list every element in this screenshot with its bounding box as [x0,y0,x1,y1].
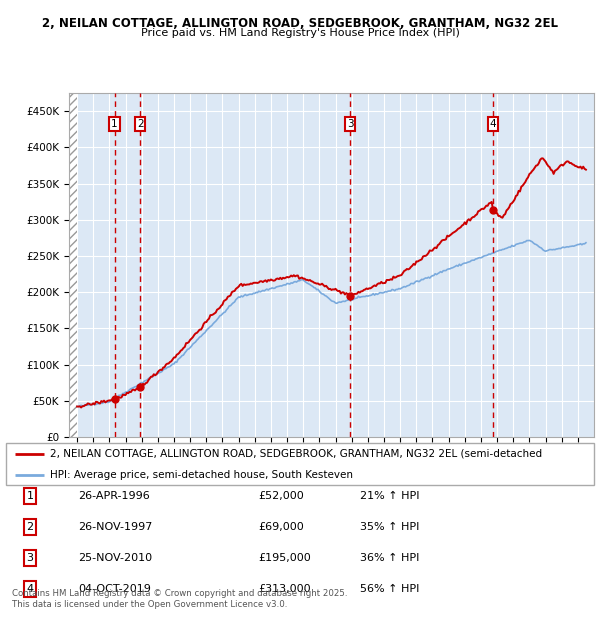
Text: 2: 2 [26,522,34,532]
Text: 2, NEILAN COTTAGE, ALLINGTON ROAD, SEDGEBROOK, GRANTHAM, NG32 2EL: 2, NEILAN COTTAGE, ALLINGTON ROAD, SEDGE… [42,17,558,30]
Text: 4: 4 [490,119,496,129]
Bar [69,93,77,437]
Text: £313,000: £313,000 [258,584,311,594]
Text: 35% ↑ HPI: 35% ↑ HPI [360,522,419,532]
Text: £69,000: £69,000 [258,522,304,532]
Text: £195,000: £195,000 [258,553,311,563]
Text: 3: 3 [347,119,353,129]
Text: 56% ↑ HPI: 56% ↑ HPI [360,584,419,594]
Text: 26-APR-1996: 26-APR-1996 [78,491,150,501]
Text: HPI: Average price, semi-detached house, South Kesteven: HPI: Average price, semi-detached house,… [50,470,353,480]
Text: 25-NOV-2010: 25-NOV-2010 [78,553,152,563]
Text: 26-NOV-1997: 26-NOV-1997 [78,522,152,532]
Text: 21% ↑ HPI: 21% ↑ HPI [360,491,419,501]
Text: 36% ↑ HPI: 36% ↑ HPI [360,553,419,563]
Text: 2: 2 [137,119,143,129]
Text: £52,000: £52,000 [258,491,304,501]
Text: 3: 3 [26,553,34,563]
Text: 1: 1 [26,491,34,501]
Text: Contains HM Land Registry data © Crown copyright and database right 2025.
This d: Contains HM Land Registry data © Crown c… [12,590,347,609]
Text: 1: 1 [111,119,118,129]
Text: 04-OCT-2019: 04-OCT-2019 [78,584,151,594]
Text: 4: 4 [26,584,34,594]
Text: Price paid vs. HM Land Registry's House Price Index (HPI): Price paid vs. HM Land Registry's House … [140,28,460,38]
Text: 2, NEILAN COTTAGE, ALLINGTON ROAD, SEDGEBROOK, GRANTHAM, NG32 2EL (semi-detached: 2, NEILAN COTTAGE, ALLINGTON ROAD, SEDGE… [50,449,542,459]
